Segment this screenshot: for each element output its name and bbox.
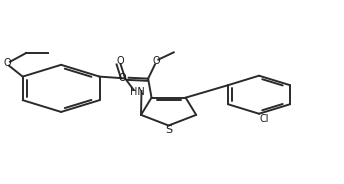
Text: S: S (165, 125, 172, 135)
Text: Cl: Cl (259, 114, 269, 124)
Text: HN: HN (130, 87, 144, 97)
Text: O: O (3, 58, 11, 68)
Text: O: O (119, 73, 126, 83)
Text: O: O (153, 56, 160, 66)
Text: O: O (116, 56, 124, 66)
